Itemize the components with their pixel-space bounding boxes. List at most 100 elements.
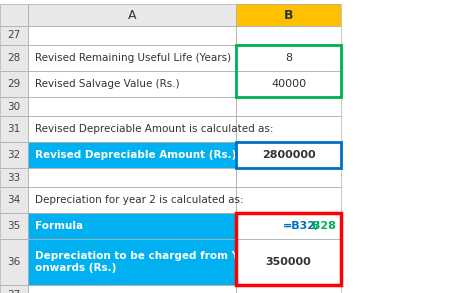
Bar — [236, 285, 341, 293]
Bar — [28, 26, 236, 45]
Bar — [236, 116, 341, 142]
Text: 33: 33 — [8, 173, 21, 183]
Text: B: B — [284, 8, 293, 21]
Bar — [0, 239, 28, 285]
Bar — [236, 142, 341, 168]
Bar — [28, 116, 236, 142]
Bar — [28, 142, 236, 168]
Bar — [236, 239, 341, 285]
Text: 37: 37 — [8, 289, 21, 293]
Text: Depreciation to be charged from Year 2
onwards (Rs.): Depreciation to be charged from Year 2 o… — [35, 251, 268, 273]
Bar — [28, 71, 236, 97]
Bar — [28, 239, 236, 285]
Bar — [28, 285, 236, 293]
Bar — [236, 4, 341, 26]
Bar — [28, 45, 236, 71]
Bar — [236, 45, 341, 71]
Bar — [236, 168, 341, 187]
Bar — [0, 26, 28, 45]
Bar — [236, 187, 341, 213]
Bar — [28, 142, 236, 168]
Bar — [28, 213, 236, 239]
Bar — [236, 4, 341, 26]
Bar — [0, 187, 28, 213]
Text: 31: 31 — [8, 124, 21, 134]
Text: 34: 34 — [8, 195, 21, 205]
Bar — [28, 239, 236, 285]
Bar — [236, 142, 341, 168]
Text: Revised Depreciable Amount (Rs.): Revised Depreciable Amount (Rs.) — [35, 150, 237, 160]
Bar — [236, 213, 341, 239]
Bar — [236, 97, 341, 116]
Bar — [236, 71, 341, 97]
Text: 36: 36 — [8, 257, 21, 267]
Bar — [236, 213, 341, 285]
Bar — [28, 187, 236, 213]
Text: Depreciation for year 2 is calculated as:: Depreciation for year 2 is calculated as… — [35, 195, 244, 205]
Bar — [0, 97, 28, 116]
Text: =B32/: =B32/ — [283, 221, 320, 231]
Text: Revised Salvage Value (Rs.): Revised Salvage Value (Rs.) — [35, 79, 180, 89]
Bar — [28, 4, 236, 26]
Text: Formula: Formula — [35, 221, 83, 231]
Bar — [236, 116, 341, 142]
Bar — [236, 213, 341, 239]
Text: 8: 8 — [285, 53, 292, 63]
Bar — [28, 116, 236, 142]
Bar — [28, 4, 236, 26]
Bar — [236, 45, 341, 71]
Text: 35: 35 — [8, 221, 21, 231]
Text: B28: B28 — [311, 221, 336, 231]
Text: A: A — [128, 8, 136, 21]
Text: 27: 27 — [8, 30, 21, 40]
Bar — [0, 142, 28, 168]
Bar — [28, 168, 236, 187]
Bar — [0, 4, 28, 26]
Text: 30: 30 — [8, 101, 20, 112]
Bar — [236, 285, 341, 293]
Bar — [0, 213, 28, 239]
Bar — [0, 285, 28, 293]
Bar — [0, 97, 28, 116]
Bar — [0, 71, 28, 97]
Bar — [0, 45, 28, 71]
Bar — [0, 187, 28, 213]
Bar — [0, 168, 28, 187]
Bar — [28, 168, 236, 187]
Text: 350000: 350000 — [265, 257, 311, 267]
Bar — [28, 97, 236, 116]
Bar — [236, 71, 341, 97]
Bar — [236, 168, 341, 187]
Bar — [236, 26, 341, 45]
Bar — [0, 4, 28, 26]
Text: 2800000: 2800000 — [262, 150, 315, 160]
Bar — [0, 213, 28, 239]
Text: Revised Depreciable Amount is calculated as:: Revised Depreciable Amount is calculated… — [35, 124, 273, 134]
Text: 40000: 40000 — [271, 79, 306, 89]
Bar — [0, 168, 28, 187]
Bar — [236, 187, 341, 213]
Bar — [0, 285, 28, 293]
Bar — [28, 45, 236, 71]
Bar — [0, 26, 28, 45]
Bar — [0, 239, 28, 285]
Bar — [28, 71, 236, 97]
Bar — [0, 142, 28, 168]
Text: Revised Remaining Useful Life (Years): Revised Remaining Useful Life (Years) — [35, 53, 231, 63]
Bar — [28, 26, 236, 45]
Bar — [236, 26, 341, 45]
Bar — [28, 213, 236, 239]
Text: 32: 32 — [8, 150, 21, 160]
Bar — [0, 71, 28, 97]
Bar — [0, 45, 28, 71]
Text: 29: 29 — [8, 79, 21, 89]
Bar — [0, 116, 28, 142]
Bar — [236, 142, 341, 168]
Bar — [236, 239, 341, 285]
Bar — [236, 45, 341, 97]
Bar — [28, 97, 236, 116]
Bar — [0, 116, 28, 142]
Bar — [236, 97, 341, 116]
Text: 28: 28 — [8, 53, 21, 63]
Bar — [28, 187, 236, 213]
